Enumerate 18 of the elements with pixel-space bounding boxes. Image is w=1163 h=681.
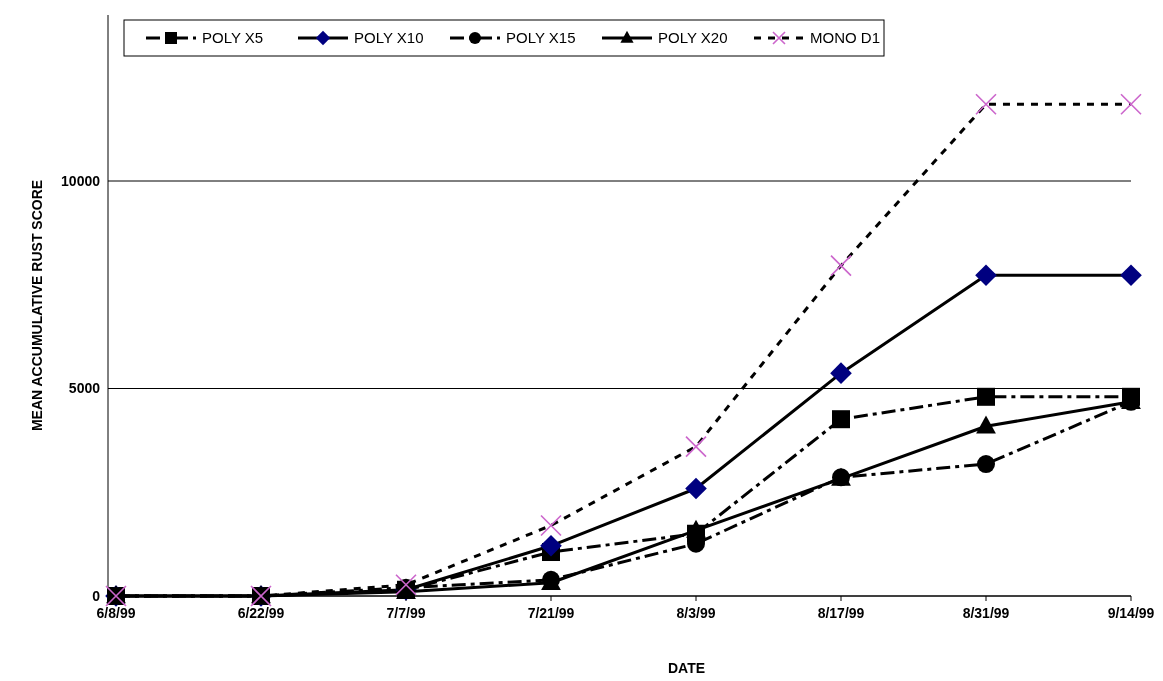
legend-label: MONO D1: [810, 29, 881, 47]
y-tick-label: 5000: [68, 380, 101, 397]
x-tick-label: 6/22/99: [237, 605, 285, 621]
x-tick-label: 9/14/99: [1107, 605, 1155, 621]
y-tick-label: 0: [92, 587, 101, 604]
x-tick-label: 6/8/99: [96, 605, 136, 621]
x-axis-title: DATE: [667, 660, 706, 676]
legend-label: POLY X10: [354, 29, 424, 47]
legend-label: POLY X15: [506, 29, 576, 47]
y-tick-label: 10000: [61, 172, 101, 189]
legend-label: POLY X5: [202, 29, 264, 47]
x-tick-label: 8/31/99: [962, 605, 1010, 621]
x-tick-label: 8/3/99: [676, 605, 716, 621]
x-tick-label: 7/21/99: [527, 605, 575, 621]
legend-label: POLY X20: [658, 29, 728, 47]
x-tick-label: 8/17/99: [817, 605, 865, 621]
x-tick-label: 7/7/99: [386, 605, 426, 621]
y-axis-title: MEAN ACCUMULATIVE RUST SCORE: [29, 179, 45, 432]
